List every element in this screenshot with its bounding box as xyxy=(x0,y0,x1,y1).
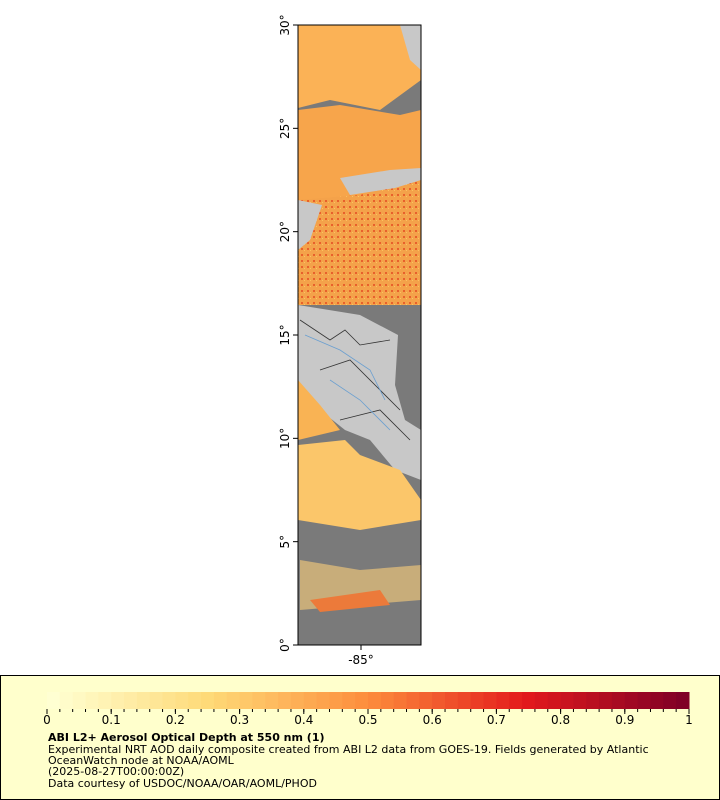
colorbar-tick-label: 1 xyxy=(685,713,693,727)
colorbar-cell xyxy=(98,692,112,709)
colorbar-cell xyxy=(188,692,202,709)
colorbar-cell xyxy=(355,692,369,709)
colorbar-tick-label: 0.2 xyxy=(166,713,185,727)
colorbar-cell xyxy=(522,692,536,709)
colorbar-tick-label: 0.6 xyxy=(423,713,442,727)
colorbar-cell xyxy=(637,692,651,709)
colorbar-cell xyxy=(470,692,485,709)
colorbar-cell xyxy=(278,692,292,709)
lat-label: 10° xyxy=(278,428,292,449)
colorbar-cell xyxy=(136,692,151,709)
colorbar-cell xyxy=(162,692,176,709)
colorbar-cell xyxy=(509,692,523,709)
colorbar-cell xyxy=(547,692,562,709)
colorbar-cell xyxy=(226,692,241,709)
colorbar-cell xyxy=(611,692,626,709)
colorbar-cell xyxy=(252,692,266,709)
colorbar-cell xyxy=(534,692,549,709)
colorbar-cell xyxy=(457,692,472,709)
colorbar-cell xyxy=(393,692,408,709)
lat-label: 5° xyxy=(278,535,292,549)
lat-label: 20° xyxy=(278,221,292,242)
lon-label: -85° xyxy=(348,653,374,667)
colorbar-cell xyxy=(111,692,125,709)
colorbar-cell xyxy=(329,692,343,709)
colorbar-cell xyxy=(560,692,574,709)
colorbar-cell xyxy=(290,692,305,709)
colorbar-cell xyxy=(496,692,510,709)
colorbar-cell xyxy=(573,692,587,709)
lat-label: 15° xyxy=(278,324,292,345)
colorbar-cell xyxy=(72,692,87,709)
colorbar-tick-label: 0.4 xyxy=(294,713,313,727)
colorbar-cell xyxy=(342,692,356,709)
colorbar-tick-label: 0 xyxy=(43,713,51,727)
colorbar-cell xyxy=(124,692,138,709)
colorbar-cell xyxy=(445,692,459,709)
colorbar-tick-label: 0.7 xyxy=(487,713,506,727)
caption-line: OceanWatch node at NOAA/AOML xyxy=(48,754,235,767)
colorbar-cell xyxy=(59,692,74,709)
colorbar: 0 0.1 0.2 0.3 0.4 0.5 0.6 0.7 0.8 0.9 1 xyxy=(43,692,693,727)
colorbar-cell xyxy=(213,692,228,709)
colorbar-tick-label: 0.8 xyxy=(551,713,570,727)
colorbar-cell xyxy=(201,692,215,709)
axes: 30° 25° 20° 15° 10° 5° 0° -85° xyxy=(278,14,374,667)
colorbar-tick-label: 0.1 xyxy=(102,713,121,727)
map xyxy=(298,25,421,645)
lat-label: 30° xyxy=(278,14,292,35)
colorbar-cell xyxy=(265,692,279,709)
caption-line: Experimental NRT AOD daily composite cre… xyxy=(48,743,649,756)
colorbar-tick-label: 0.3 xyxy=(230,713,249,727)
colorbar-cell xyxy=(368,692,382,709)
colorbar-cell xyxy=(483,692,497,709)
colorbar-cell xyxy=(239,692,253,709)
colorbar-cell xyxy=(175,692,189,709)
colorbar-cell xyxy=(316,692,330,709)
caption-line: (2025-08-27T00:00:00Z) xyxy=(48,765,184,778)
colorbar-cell xyxy=(406,692,420,709)
lat-label: 25° xyxy=(278,118,292,139)
colorbar-cell xyxy=(624,692,639,709)
colorbar-tick-label: 0.9 xyxy=(615,713,634,727)
colorbar-cell xyxy=(432,692,446,709)
colorbar-cell xyxy=(47,692,61,709)
colorbar-cell xyxy=(303,692,318,709)
colorbar-cell xyxy=(663,692,677,709)
colorbar-cell xyxy=(419,692,433,709)
colorbar-tick-label: 0.5 xyxy=(358,713,377,727)
colorbar-cell xyxy=(586,692,600,709)
colorbar-cell xyxy=(599,692,613,709)
colorbar-cell xyxy=(85,692,99,709)
caption-line: Data courtesy of USDOC/NOAA/OAR/AOML/PHO… xyxy=(48,777,317,790)
colorbar-cell xyxy=(650,692,664,709)
colorbar-cell xyxy=(149,692,164,709)
caption-title: ABI L2+ Aerosol Optical Depth at 550 nm … xyxy=(48,731,325,744)
lat-label: 0° xyxy=(278,638,292,652)
colorbar-cell xyxy=(380,692,395,709)
colorbar-cell xyxy=(676,692,690,709)
